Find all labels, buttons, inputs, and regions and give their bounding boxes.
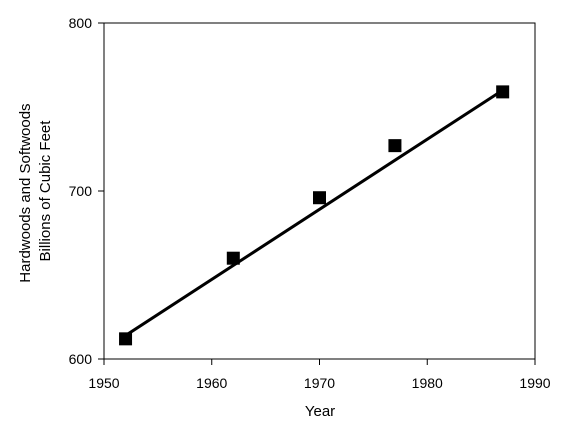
x-tick-label-4: 1990 bbox=[519, 375, 550, 391]
x-tick-label-2: 1970 bbox=[304, 375, 335, 391]
data-point-2 bbox=[313, 191, 326, 205]
x-tick-label-1: 1960 bbox=[196, 375, 227, 391]
data-points bbox=[119, 85, 510, 346]
x-tick-label-0: 1950 bbox=[88, 375, 119, 391]
y-axis-label-line-2: Billions of Cubic Feet bbox=[37, 120, 54, 262]
trend-line bbox=[124, 88, 504, 337]
data-point-4 bbox=[496, 85, 510, 99]
x-tick-label-3: 1980 bbox=[412, 375, 443, 391]
y-axis-label: Hardwoods and Softwoods Billions of Cubi… bbox=[17, 99, 54, 282]
x-axis-label: Year bbox=[305, 403, 335, 420]
y-axis: 600 700 800 bbox=[69, 15, 104, 367]
data-point-3 bbox=[388, 139, 402, 153]
data-point-0 bbox=[119, 332, 133, 346]
x-axis: 1950 1960 1970 1980 1990 bbox=[88, 359, 551, 391]
y-axis-label-line-1: Hardwoods and Softwoods bbox=[17, 103, 34, 282]
y-tick-label-1: 700 bbox=[69, 183, 93, 199]
y-tick-label-2: 800 bbox=[69, 15, 93, 31]
data-point-1 bbox=[226, 251, 240, 265]
y-tick-label-0: 600 bbox=[69, 351, 93, 367]
